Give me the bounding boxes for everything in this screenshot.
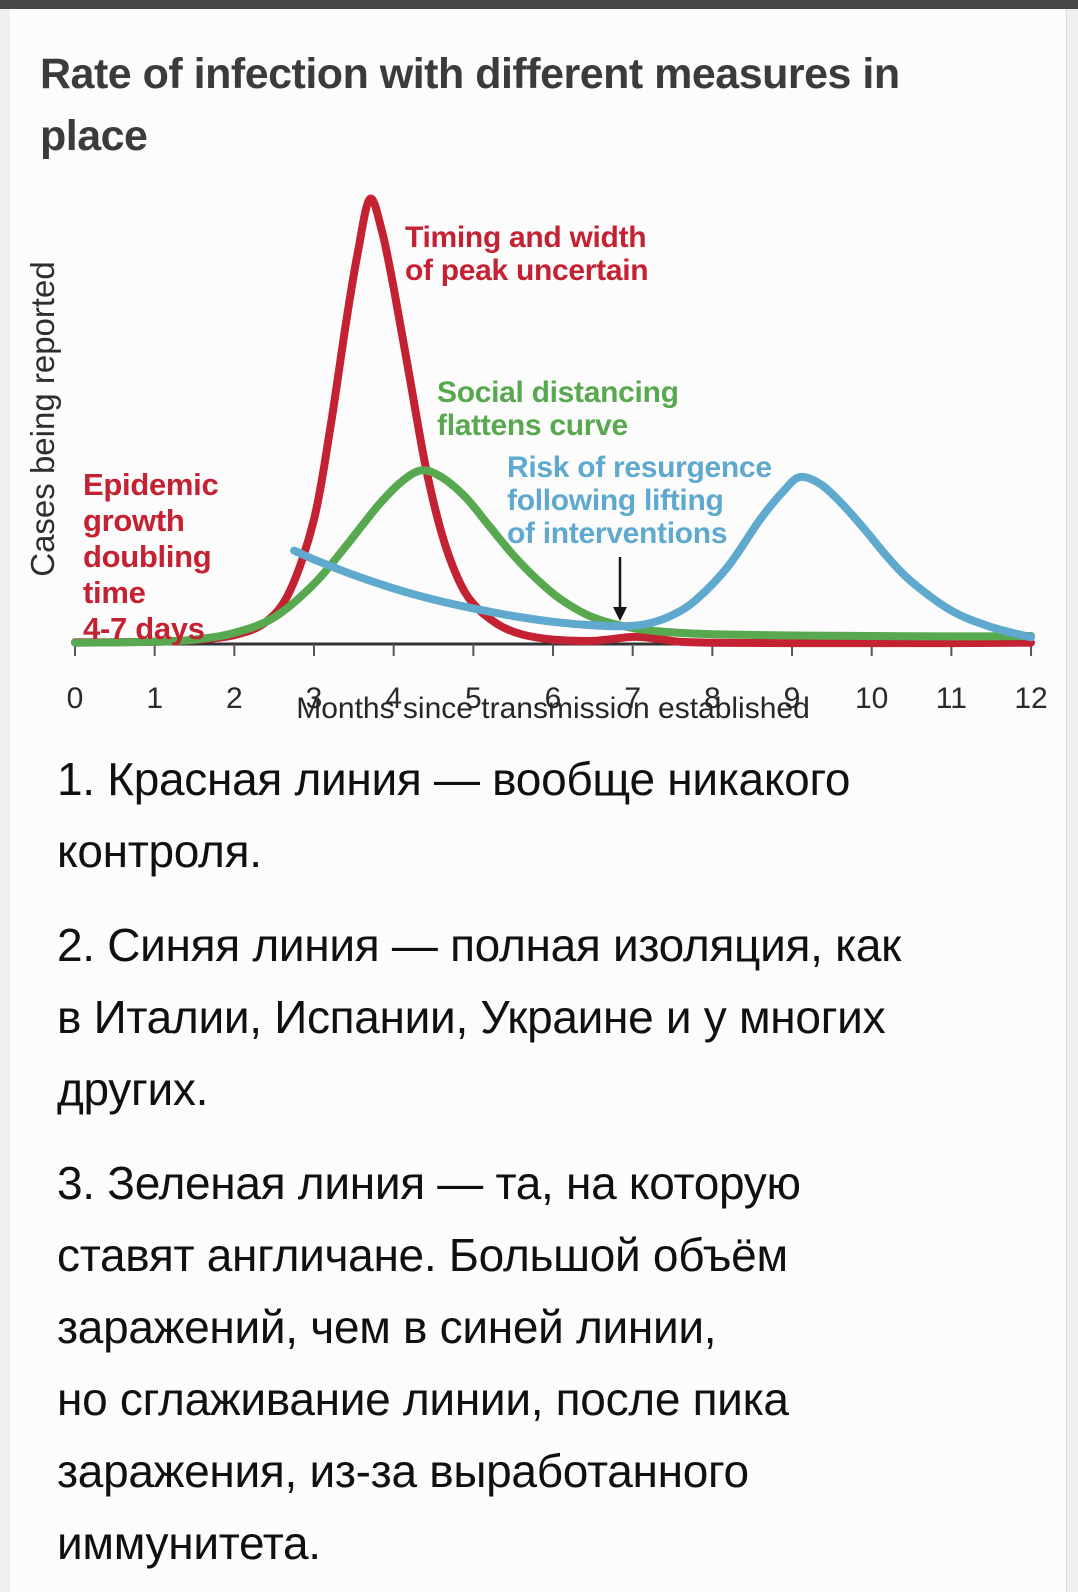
note-blue-line: 2. Синяя линия — полная изоляция, как в … — [57, 919, 902, 1115]
annotation-green: Social distancing flattens curve — [437, 376, 679, 442]
x-axis-tick-label: 8 — [704, 682, 721, 715]
series-line-social-distancing-green — [71, 466, 1035, 647]
x-axis-tick-label: 9 — [784, 682, 801, 715]
x-axis-tick-label: 7 — [624, 682, 641, 715]
x-axis-tick-label: 11 — [936, 682, 967, 715]
series-line-lockdown-lifting-blue — [290, 472, 1035, 642]
note-red-line: 1. Красная линия — вообще никакого контр… — [57, 753, 851, 877]
infection-rate-chart: 0 1 2 3 4 5 6 7 8 9 10 11 12 Months since transmissio… — [10, 169, 1066, 729]
x-axis-tick-label: 1 — [146, 682, 163, 715]
annotation-red-peak: Timing and width of peak uncertain — [405, 221, 648, 287]
annotation-blue: Risk of resurgence following lifting of in… — [507, 451, 772, 550]
x-axis-tick-label: 0 — [67, 682, 84, 715]
x-axis-title: Months since transmission established — [296, 692, 810, 725]
y-axis-title: Cases being reported — [24, 261, 61, 577]
post-content: Rate of infection with different measure… — [10, 9, 1067, 1592]
x-axis-tick-label: 2 — [226, 682, 243, 715]
lifting-point-arrowhead — [613, 607, 627, 621]
explanation-notes: 1. Красная линия — вообще никакого контр… — [57, 743, 1046, 1579]
x-axis-tick-label: 6 — [545, 682, 562, 715]
x-axis-tick-label: 5 — [465, 682, 482, 715]
page-title: Rate of infection with different measure… — [40, 50, 900, 160]
x-axis-tick-label: 10 — [855, 682, 888, 715]
x-axis-tick-label: 12 — [1014, 682, 1047, 715]
x-axis-tick-label: 3 — [306, 682, 323, 715]
top-border-strip — [0, 0, 1078, 9]
note-green-line: 3. Зеленая линия — та, на которую ставят… — [57, 1157, 801, 1569]
annotation-red-left: Epidemic growth doubling time 4-7 days — [83, 467, 218, 646]
x-axis-tick-label: 4 — [385, 682, 402, 715]
